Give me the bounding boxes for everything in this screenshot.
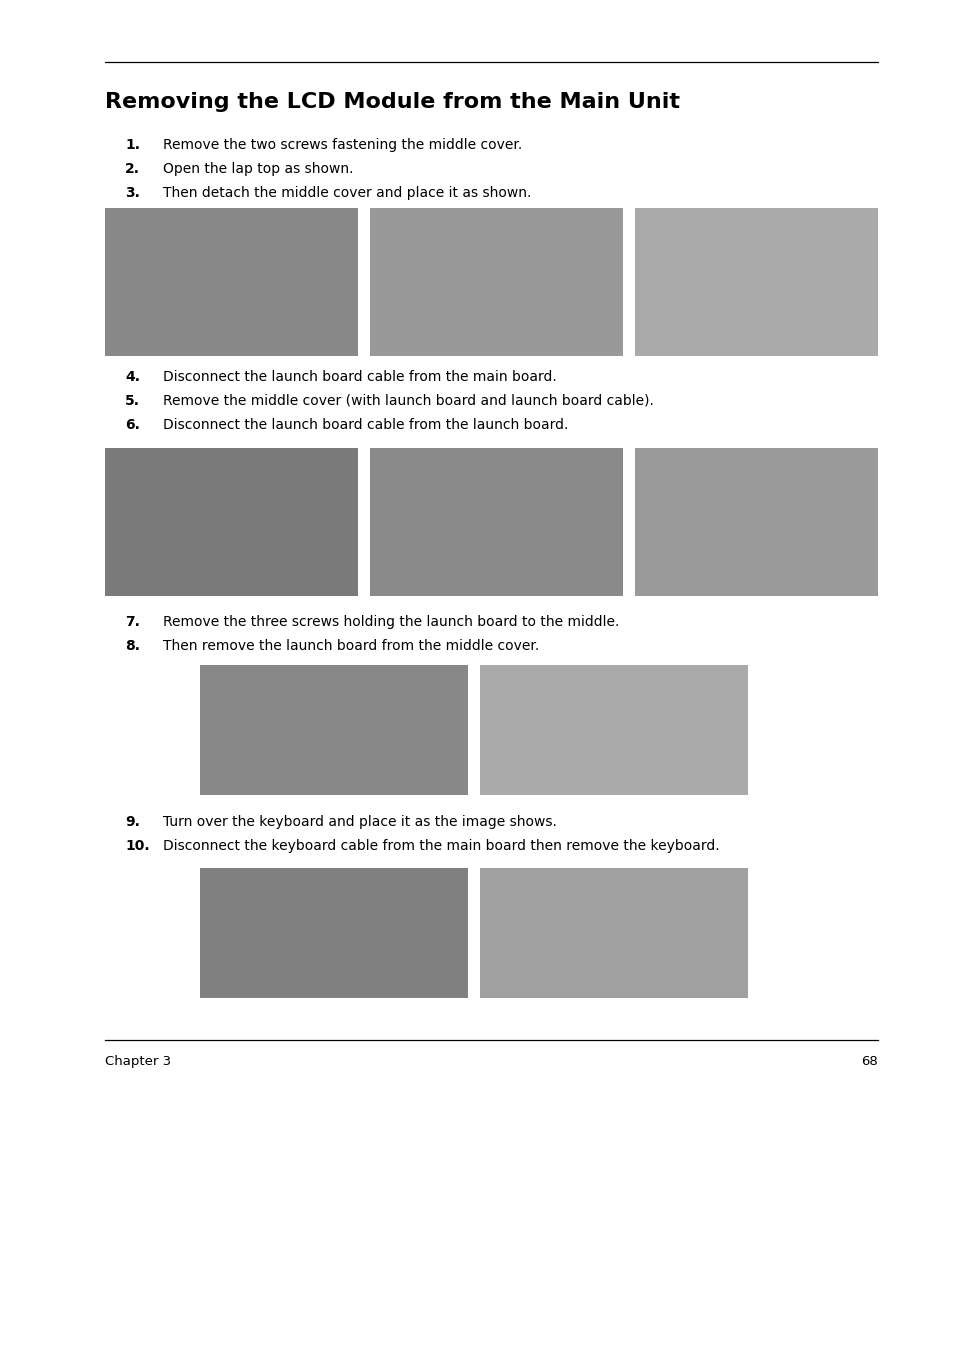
Bar (635, 449, 877, 596)
Bar (200, 665, 468, 794)
Text: Then remove the launch board from the middle cover.: Then remove the launch board from the mi… (163, 639, 538, 653)
Bar (479, 665, 747, 794)
Text: 9.: 9. (125, 815, 140, 830)
Text: Remove the three screws holding the launch board to the middle.: Remove the three screws holding the laun… (163, 615, 618, 630)
Text: 5.: 5. (125, 394, 140, 408)
Text: 1.: 1. (125, 138, 140, 153)
Text: 10.: 10. (125, 839, 150, 852)
Text: 8.: 8. (125, 639, 140, 653)
Text: Disconnect the launch board cable from the launch board.: Disconnect the launch board cable from t… (163, 417, 568, 432)
Text: 3.: 3. (125, 186, 140, 200)
Text: Remove the middle cover (with launch board and launch board cable).: Remove the middle cover (with launch boa… (163, 394, 653, 408)
Text: 2.: 2. (125, 162, 140, 176)
Text: Remove the two screws fastening the middle cover.: Remove the two screws fastening the midd… (163, 138, 521, 153)
Text: 6.: 6. (125, 417, 140, 432)
Bar (105, 208, 357, 357)
Text: 4.: 4. (125, 370, 140, 384)
Text: 68: 68 (861, 1055, 877, 1069)
Text: Turn over the keyboard and place it as the image shows.: Turn over the keyboard and place it as t… (163, 815, 557, 830)
Bar (105, 449, 357, 596)
Text: Removing the LCD Module from the Main Unit: Removing the LCD Module from the Main Un… (105, 92, 679, 112)
Bar (370, 449, 622, 596)
Text: Chapter 3: Chapter 3 (105, 1055, 171, 1069)
Bar (635, 208, 877, 357)
Text: Disconnect the keyboard cable from the main board then remove the keyboard.: Disconnect the keyboard cable from the m… (163, 839, 719, 852)
Text: 7.: 7. (125, 615, 140, 630)
Text: Disconnect the launch board cable from the main board.: Disconnect the launch board cable from t… (163, 370, 557, 384)
Bar (200, 867, 468, 998)
Text: Open the lap top as shown.: Open the lap top as shown. (163, 162, 354, 176)
Text: Then detach the middle cover and place it as shown.: Then detach the middle cover and place i… (163, 186, 531, 200)
Bar (479, 867, 747, 998)
Bar (370, 208, 622, 357)
